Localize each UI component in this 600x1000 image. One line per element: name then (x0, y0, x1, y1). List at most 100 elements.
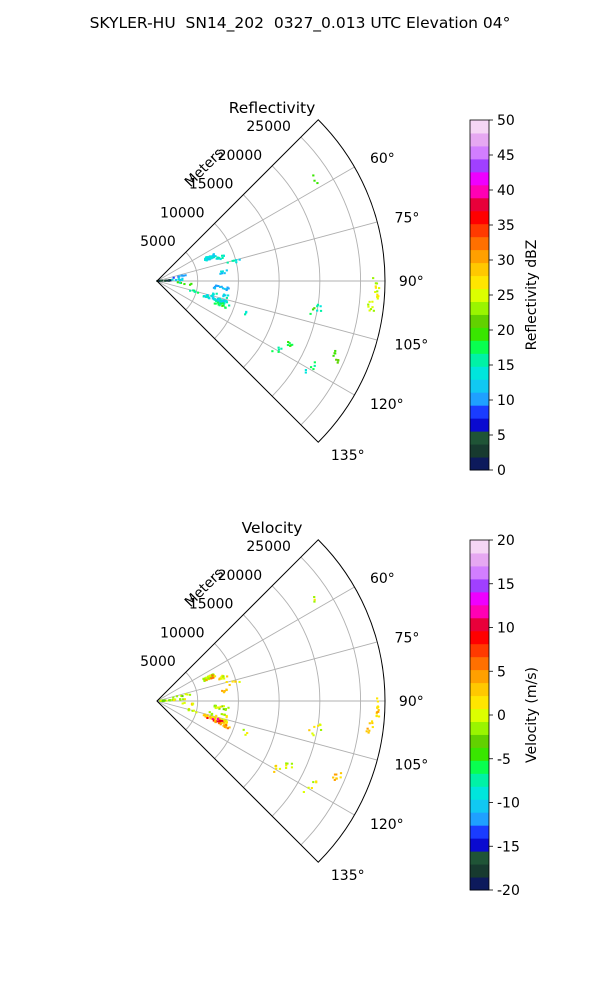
data-point (225, 296, 228, 299)
data-point (273, 770, 276, 773)
data-point (225, 719, 228, 722)
colorbar-segment (470, 565, 489, 580)
data-point (205, 676, 208, 679)
data-point (190, 282, 193, 285)
data-point (371, 722, 374, 725)
data-point (376, 706, 379, 709)
data-point (159, 279, 162, 282)
data-point (377, 715, 381, 718)
colorbar-tick-label: -15 (497, 839, 520, 855)
radial-tick-label: 15000 (189, 177, 234, 193)
radial-tick-label: 10000 (160, 625, 205, 641)
data-point (228, 726, 231, 729)
colorbar-segment (470, 444, 489, 458)
data-point (219, 717, 222, 720)
data-point (244, 733, 247, 736)
colorbar-segment (470, 184, 489, 199)
colorbar-segment (470, 457, 489, 471)
colorbar-tick-label: 50 (497, 113, 515, 129)
colorbar-segment (470, 288, 489, 302)
data-point (304, 369, 308, 372)
data-point (210, 677, 213, 680)
data-point (368, 729, 371, 732)
azimuth-grid-line (156, 221, 378, 282)
colorbar-segment (470, 314, 489, 328)
data-point (225, 289, 228, 292)
data-point (280, 347, 283, 350)
data-point (224, 294, 227, 297)
azimuth-tick-label: 135° (331, 448, 365, 464)
data-point (375, 711, 379, 714)
colorbar-tick-label: 20 (497, 323, 515, 339)
data-point (225, 722, 228, 725)
radial-tick-label: 5000 (140, 234, 176, 250)
colorbar-label: Velocity (m/s) (524, 667, 540, 763)
data-point (214, 302, 217, 305)
data-point (214, 707, 217, 710)
data-point (183, 283, 186, 286)
data-point (212, 719, 215, 722)
data-point (209, 257, 212, 260)
colorbar-tick-label: 35 (497, 218, 515, 234)
data-point (316, 303, 320, 306)
azimuth-tick-label: 135° (331, 868, 365, 884)
colorbar-segment (470, 197, 489, 212)
data-point (211, 294, 214, 297)
data-point (287, 341, 290, 344)
data-point (316, 305, 319, 308)
azimuth-tick-label: 90° (399, 274, 424, 290)
colorbar-segment (470, 301, 489, 315)
colorbar-segment (470, 552, 489, 567)
colorbar-segment (470, 540, 489, 554)
data-point (192, 709, 195, 712)
data-point (174, 698, 177, 701)
data-point (172, 699, 176, 702)
data-point (214, 704, 217, 707)
data-point (216, 718, 220, 721)
data-point (212, 716, 216, 719)
data-point (222, 294, 225, 297)
data-point (184, 693, 187, 696)
data-point (319, 728, 323, 731)
data-point (222, 300, 225, 303)
data-point (169, 279, 172, 282)
data-point (211, 674, 214, 677)
azimuth-tick-label: 75° (395, 210, 420, 226)
data-point (218, 678, 221, 681)
data-point (162, 699, 165, 702)
radial-tick-label: 25000 (246, 119, 291, 135)
data-point (214, 717, 217, 720)
data-point (368, 309, 371, 312)
data-point (216, 257, 219, 260)
colorbar-segment (470, 669, 489, 684)
data-point (160, 699, 164, 702)
colorbar-segment (470, 643, 489, 658)
data-point (221, 287, 225, 290)
data-point (161, 279, 164, 282)
azimuth-tick-label: 60° (370, 571, 395, 587)
colorbar-segment (470, 617, 489, 632)
data-point (204, 257, 207, 260)
colorbar-tick-label: 15 (497, 577, 515, 593)
data-point (202, 714, 205, 717)
data-point (179, 281, 183, 284)
data-point (221, 302, 225, 305)
data-point (225, 689, 228, 692)
data-point (374, 285, 377, 288)
data-point (375, 712, 378, 715)
data-point (202, 295, 205, 298)
data-point (158, 279, 161, 282)
data-point (222, 676, 225, 679)
data-point (191, 709, 194, 712)
data-point (213, 285, 217, 288)
data-point (212, 253, 215, 256)
data-point (311, 732, 314, 735)
data-point (335, 773, 338, 776)
data-point (184, 274, 187, 277)
colorbar-segment (470, 695, 489, 710)
azimuth-tick-label: 105° (395, 758, 429, 774)
data-point (209, 716, 212, 719)
colorbar-segment (470, 838, 489, 852)
data-point (285, 762, 288, 765)
data-point (215, 284, 218, 287)
